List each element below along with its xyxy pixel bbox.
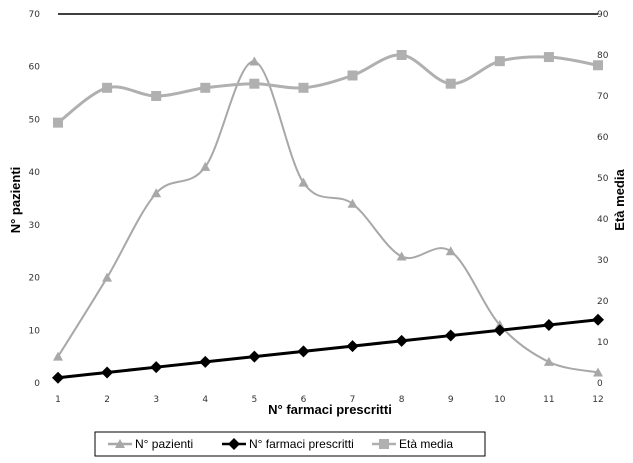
y-tick-label: 40 <box>29 168 41 178</box>
data-point <box>396 251 407 261</box>
legend-swatch-marker <box>115 439 125 448</box>
x-tick-label: 10 <box>494 395 506 405</box>
legend-label: N° pazienti <box>135 437 193 451</box>
data-point <box>445 246 456 256</box>
series-line <box>57 53 599 124</box>
x-tick-label: 3 <box>153 395 159 405</box>
data-point <box>543 52 554 63</box>
x-tick-label: 7 <box>350 395 356 405</box>
data-point <box>593 60 603 71</box>
x-tick-label: 8 <box>399 395 405 405</box>
series-et-media <box>53 50 603 128</box>
y-tick-label: 50 <box>29 115 41 125</box>
data-point <box>592 313 604 326</box>
data-point <box>347 70 358 81</box>
y2-tick-label: 90 <box>597 10 609 20</box>
y-tick-label: 0 <box>34 379 40 389</box>
data-point <box>542 319 555 332</box>
x-tick-label: 5 <box>251 395 257 405</box>
x-tick-label: 4 <box>202 395 208 405</box>
data-point <box>102 82 113 93</box>
y2-axis-title: Età media <box>612 169 627 231</box>
data-point <box>248 350 261 363</box>
series-line <box>57 60 599 374</box>
y2-tick-label: 60 <box>597 133 609 143</box>
legend-label: N° farmaci prescritti <box>249 437 354 451</box>
y2-tick-label: 0 <box>597 379 603 389</box>
legend: N° pazienti N° farmaci prescritti Età medi… <box>94 431 486 457</box>
data-point <box>199 355 212 368</box>
legend-swatch-marker <box>228 438 240 450</box>
x-tick-label: 12 <box>592 395 603 405</box>
y2-tick-label: 10 <box>597 338 609 348</box>
y2-tick-label: 20 <box>597 297 609 307</box>
y-tick-label: 20 <box>29 274 41 284</box>
data-point <box>249 56 260 66</box>
legend-swatch-marker <box>379 439 389 449</box>
data-point <box>151 91 162 101</box>
series-line <box>57 318 599 380</box>
data-point <box>298 82 309 93</box>
x-tick-label: 6 <box>301 395 307 405</box>
x-tick-label: 2 <box>104 395 110 405</box>
data-point <box>52 371 64 384</box>
data-point <box>249 78 260 89</box>
data-point <box>150 361 163 374</box>
data-point <box>346 340 359 353</box>
data-point <box>102 272 113 282</box>
x-tick-label: 9 <box>448 395 454 405</box>
data-point <box>593 367 603 377</box>
data-point <box>543 356 554 366</box>
y-axis-title: N° pazienti <box>8 167 23 234</box>
data-point <box>297 345 310 358</box>
data-point <box>445 78 456 89</box>
y-tick-label: 70 <box>29 10 41 20</box>
data-point <box>101 366 114 379</box>
data-point <box>493 324 506 337</box>
x-axis-title: N° farmaci prescritti <box>268 402 392 417</box>
data-point <box>151 188 162 198</box>
y-tick-label: 10 <box>29 326 41 336</box>
data-point <box>53 117 63 128</box>
legend-box <box>94 431 486 457</box>
y2-tick-label: 50 <box>597 174 609 184</box>
data-point <box>298 177 309 187</box>
data-point <box>53 351 63 361</box>
series-layer <box>52 50 604 384</box>
data-point <box>444 329 457 342</box>
data-point <box>200 82 211 93</box>
y2-tick-label: 40 <box>597 215 609 225</box>
legend-label: Età media <box>399 437 453 451</box>
data-point <box>347 198 358 208</box>
y-tick-label: 60 <box>29 63 41 73</box>
y-tick-label: 30 <box>29 221 41 231</box>
x-tick-label: 1 <box>55 395 61 405</box>
data-point <box>494 56 505 67</box>
data-point <box>200 161 211 171</box>
data-point <box>395 334 408 347</box>
series-n-pazienti <box>53 56 603 377</box>
x-tick-label: 11 <box>543 395 554 405</box>
data-point <box>396 50 407 60</box>
y2-tick-label: 80 <box>597 51 609 61</box>
y2-tick-label: 30 <box>597 256 609 266</box>
y2-tick-label: 70 <box>597 92 609 102</box>
series-n-farmaci-prescritti <box>52 313 604 384</box>
